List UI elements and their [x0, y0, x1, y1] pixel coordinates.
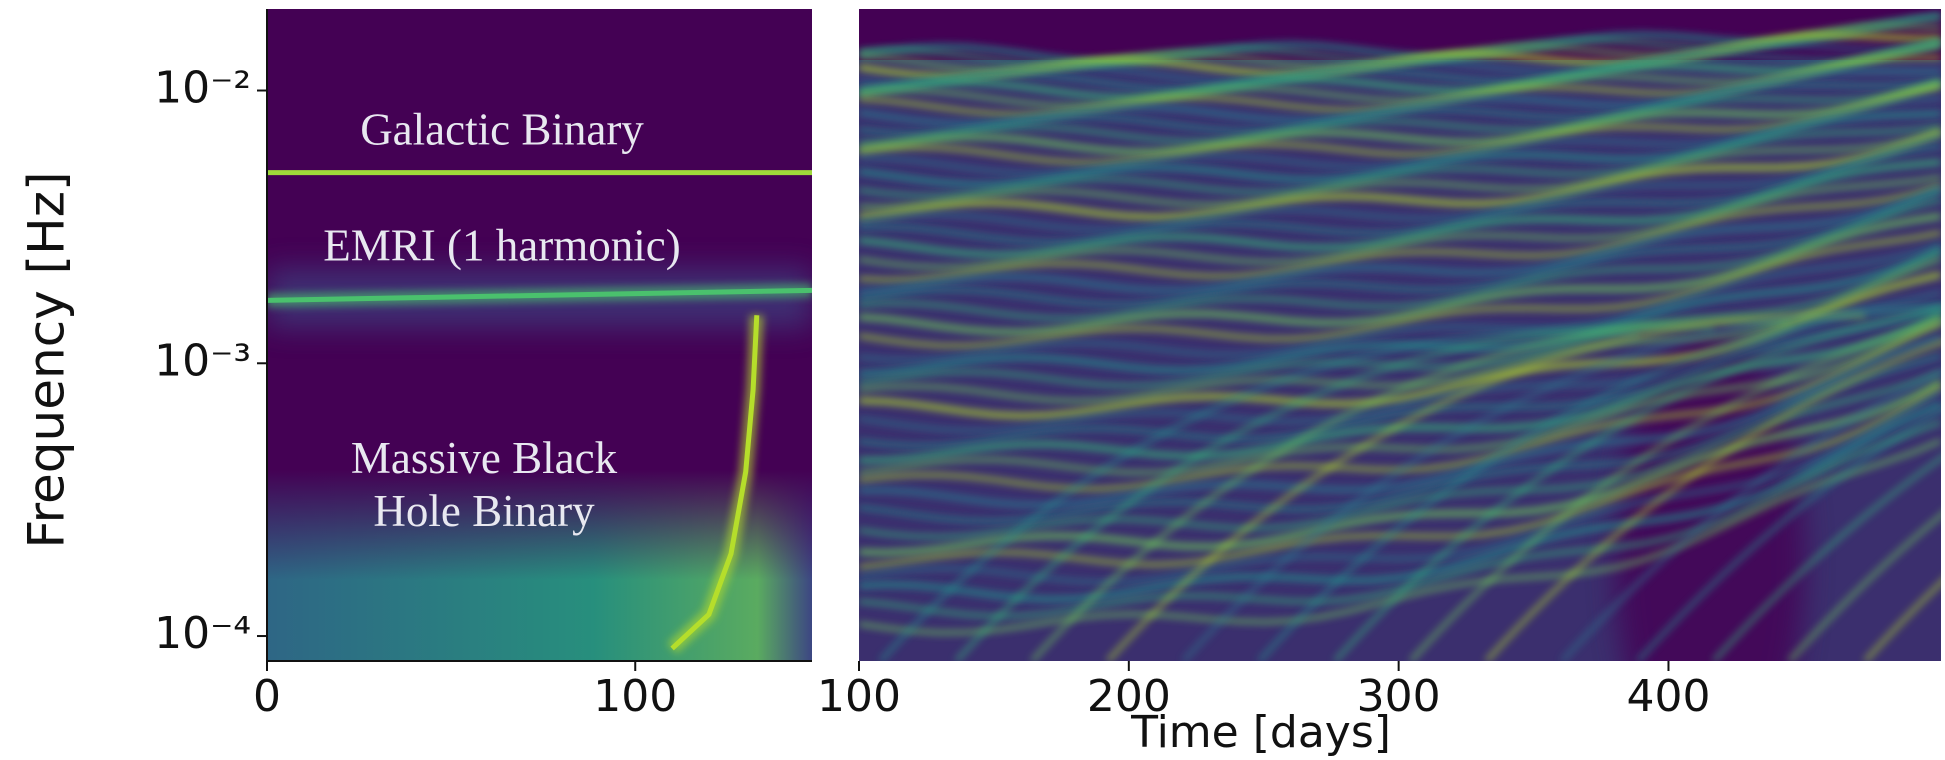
spectrogram-texture: [859, 185, 1941, 296]
spectrogram-texture: [954, 324, 1714, 661]
annotation-box: Massive Black Hole Binary: [350, 433, 618, 536]
spectrogram-texture: [859, 159, 1941, 258]
spectrogram-texture: [1106, 312, 1866, 661]
x-tick-label: 100: [817, 671, 901, 722]
spectrogram-texture: [859, 129, 1941, 210]
spectrogram-texture: [859, 175, 1941, 270]
spectrogram-texture: [859, 420, 1941, 619]
spectrogram-texture: [859, 379, 1941, 556]
x-tick-label: 0: [253, 671, 281, 722]
spectrogram-texture: [859, 315, 1941, 475]
spectrogram-texture: [1181, 306, 1941, 661]
spectrogram-texture: [859, 81, 1941, 145]
spectrogram-texture: [1257, 302, 1941, 661]
spectrogram-texture: [859, 129, 1941, 221]
x-tick-label: 300: [1357, 671, 1441, 722]
x-tick-label: 200: [1087, 671, 1171, 722]
spectrogram-texture: [859, 43, 1941, 108]
spectrogram-texture: [1484, 340, 1941, 661]
spectrogram-texture: [859, 133, 1941, 232]
spectrogram-texture: [859, 401, 1941, 603]
spectrogram-texture: [859, 246, 1941, 377]
spectrogram-texture: [859, 242, 1941, 362]
spectrogram-texture: [1408, 319, 1941, 661]
spectrogram-texture: [859, 38, 1941, 101]
spectrogram-texture: [859, 290, 1941, 433]
spectrogram-texture: [1787, 512, 1941, 661]
annotation: Galactic Binary: [360, 104, 644, 154]
spectrogram-texture: [859, 79, 1941, 155]
spectrogram-texture: [859, 370, 1941, 539]
track: [267, 287, 812, 303]
y-tick-label: 10⁻⁴: [154, 608, 251, 659]
spectrogram-texture: [1711, 455, 1941, 661]
spectrogram-texture: [859, 42, 1941, 86]
spectrogram-texture: [1636, 407, 1941, 661]
spectrogram-texture: [859, 41, 1941, 92]
spectrogram-texture: [859, 78, 1941, 136]
spectrogram-texture: [859, 213, 1941, 336]
spectrogram-texture: [859, 198, 1941, 321]
y-tick-label: 10⁻³: [154, 335, 251, 386]
spectrogram-texture: [859, 189, 1941, 307]
spectrogram-texture: [859, 353, 1941, 524]
spectrogram-texture: [859, 183, 1941, 283]
spectrogram-texture: [1030, 318, 1790, 661]
track: [670, 315, 760, 651]
x-tick-label: 100: [593, 671, 677, 722]
spectrogram-texture: [859, 230, 1941, 348]
spectrogram-texture: [859, 124, 1941, 198]
right-tracks: [859, 11, 1941, 661]
y-axis-label: Frequency [Hz]: [18, 171, 76, 548]
spectrogram-texture: [859, 144, 1941, 245]
x-tick-label: 400: [1626, 671, 1710, 722]
spectrogram-texture: [859, 438, 1941, 635]
spectrogram-texture: [859, 384, 1941, 570]
spectrogram-texture: [1560, 369, 1941, 661]
x-axis-label: Time [days]: [1130, 707, 1391, 758]
spectrogram-texture: [859, 304, 1941, 448]
annotation: Massive Black Hole Binary: [350, 433, 618, 536]
spectrogram-texture: [859, 110, 1941, 188]
annotation: EMRI (1 harmonic): [323, 220, 680, 270]
spectrogram-texture: [859, 334, 1941, 509]
spectrogram-texture: [859, 67, 1941, 127]
spectrogram-texture: [878, 329, 1639, 661]
spectrogram-texture: [1333, 307, 1941, 661]
y-tick-label: 10⁻²: [154, 63, 251, 114]
left-tracks: [267, 165, 812, 654]
spectrogram-texture: [859, 84, 1941, 165]
spectrogram-texture: [859, 257, 1941, 404]
